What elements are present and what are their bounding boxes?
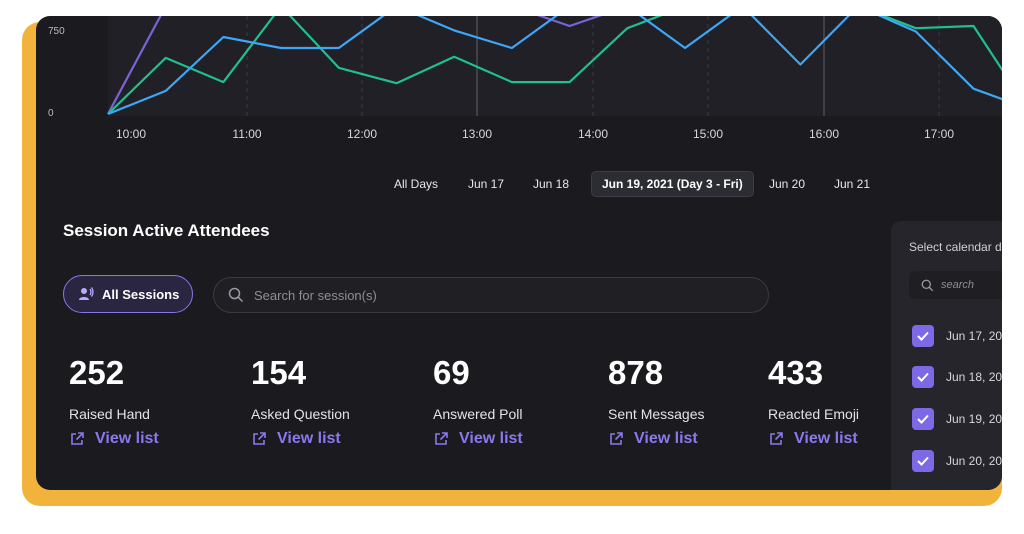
calendar-day-option[interactable]: Jun 18, 202 bbox=[912, 366, 1002, 388]
line-chart: 750 0 10:00 11:00 12:00 13:00 14:00 15:0… bbox=[36, 16, 1002, 166]
view-list-link[interactable]: View list bbox=[608, 430, 705, 448]
view-list-link[interactable]: View list bbox=[768, 430, 859, 448]
all-sessions-button[interactable]: All Sessions bbox=[63, 275, 193, 313]
view-list-label: View list bbox=[459, 430, 523, 447]
stat-label: Raised Hand bbox=[69, 406, 150, 422]
stat-label: Asked Question bbox=[251, 406, 350, 422]
tab-jun-20[interactable]: Jun 20 bbox=[769, 177, 806, 191]
view-list-label: View list bbox=[794, 430, 858, 447]
dashboard-card: 750 0 10:00 11:00 12:00 13:00 14:00 15:0… bbox=[36, 16, 1002, 490]
external-link-icon bbox=[435, 432, 448, 445]
stat-value: 154 bbox=[251, 354, 307, 391]
y-tick-label: 750 bbox=[48, 26, 65, 37]
stat-asked-question: 154 Asked Question View list bbox=[251, 354, 350, 448]
series-line-0 bbox=[107, 16, 1002, 116]
stat-label: Reacted Emoji bbox=[768, 406, 860, 422]
external-link-icon bbox=[610, 432, 623, 445]
view-list-label: View list bbox=[95, 430, 159, 447]
stat-value: 252 bbox=[69, 354, 125, 391]
stat-value: 433 bbox=[768, 354, 824, 391]
day-tabs: All Days Jun 17 Jun 18 Jun 19, 2021 (Day… bbox=[36, 171, 1002, 197]
checkbox-checked[interactable] bbox=[912, 450, 934, 472]
check-icon bbox=[917, 414, 929, 424]
view-list-link[interactable]: View list bbox=[251, 430, 350, 448]
x-tick-label: 14:00 bbox=[577, 127, 609, 141]
stat-label: Answered Poll bbox=[433, 406, 523, 422]
tab-jun-21[interactable]: Jun 21 bbox=[834, 177, 871, 191]
search-icon bbox=[228, 287, 244, 303]
calendar-day-panel: Select calendar d Jun 17, 202 Jun 18, 20… bbox=[891, 221, 1002, 490]
x-tick-label: 16:00 bbox=[808, 127, 840, 141]
check-icon bbox=[917, 456, 929, 466]
session-search[interactable] bbox=[213, 277, 769, 313]
calendar-day-label: Jun 17, 202 bbox=[946, 329, 1002, 343]
check-icon bbox=[917, 331, 929, 341]
series-line-1 bbox=[107, 16, 1002, 115]
external-link-icon bbox=[253, 432, 266, 445]
session-search-input[interactable] bbox=[254, 287, 734, 303]
view-list-label: View list bbox=[634, 430, 698, 447]
external-link-icon bbox=[71, 432, 84, 445]
tab-jun-17[interactable]: Jun 17 bbox=[468, 177, 505, 191]
all-sessions-label: All Sessions bbox=[102, 286, 180, 302]
x-tick-label: 15:00 bbox=[692, 127, 724, 141]
stat-answered-poll: 69 Answered Poll View list bbox=[433, 354, 523, 448]
calendar-search[interactable] bbox=[909, 271, 1002, 299]
tab-all-days[interactable]: All Days bbox=[394, 177, 439, 191]
calendar-day-option[interactable]: Jun 17, 202 bbox=[912, 325, 1002, 347]
view-list-link[interactable]: View list bbox=[69, 430, 159, 448]
view-list-link[interactable]: View list bbox=[433, 430, 523, 448]
search-icon bbox=[921, 279, 934, 291]
stat-sent-messages: 878 Sent Messages View list bbox=[608, 354, 705, 448]
calendar-day-label: Jun 20, 202 bbox=[946, 454, 1002, 468]
stat-value: 69 bbox=[433, 354, 470, 391]
checkbox-checked[interactable] bbox=[912, 325, 934, 347]
calendar-day-option[interactable]: Jun 20, 202 bbox=[912, 450, 1002, 472]
series-line-2 bbox=[107, 16, 603, 115]
tab-jun-19[interactable]: Jun 19, 2021 (Day 3 - Fri) bbox=[591, 171, 754, 197]
stat-label: Sent Messages bbox=[608, 406, 705, 422]
calendar-panel-title: Select calendar d bbox=[909, 240, 1002, 254]
x-tick-label: 10:00 bbox=[115, 127, 147, 141]
external-link-icon bbox=[770, 432, 783, 445]
checkbox-checked[interactable] bbox=[912, 366, 934, 388]
check-icon bbox=[917, 372, 929, 382]
tab-jun-18[interactable]: Jun 18 bbox=[533, 177, 570, 191]
y-tick-label: 0 bbox=[48, 108, 54, 119]
section-title: Session Active Attendees bbox=[63, 221, 270, 240]
calendar-search-input[interactable] bbox=[941, 279, 1002, 291]
stat-reacted-emoji: 433 Reacted Emoji View list bbox=[768, 354, 859, 448]
x-tick-label: 17:00 bbox=[923, 127, 955, 141]
x-tick-label: 11:00 bbox=[232, 127, 262, 141]
calendar-day-label: Jun 19, 202 bbox=[946, 412, 1002, 426]
stat-value: 878 bbox=[608, 354, 664, 391]
attendee-icon bbox=[79, 287, 94, 300]
view-list-label: View list bbox=[277, 430, 341, 447]
checkbox-checked[interactable] bbox=[912, 408, 934, 430]
x-tick-label: 12:00 bbox=[346, 127, 378, 141]
stat-raised-hand: 252 Raised Hand View list bbox=[69, 354, 159, 448]
calendar-day-option[interactable]: Jun 19, 202 bbox=[912, 408, 1002, 430]
plot-area bbox=[108, 16, 1002, 116]
chart-canvas bbox=[107, 16, 1002, 116]
x-tick-label: 13:00 bbox=[461, 127, 493, 141]
calendar-day-label: Jun 18, 202 bbox=[946, 370, 1002, 384]
